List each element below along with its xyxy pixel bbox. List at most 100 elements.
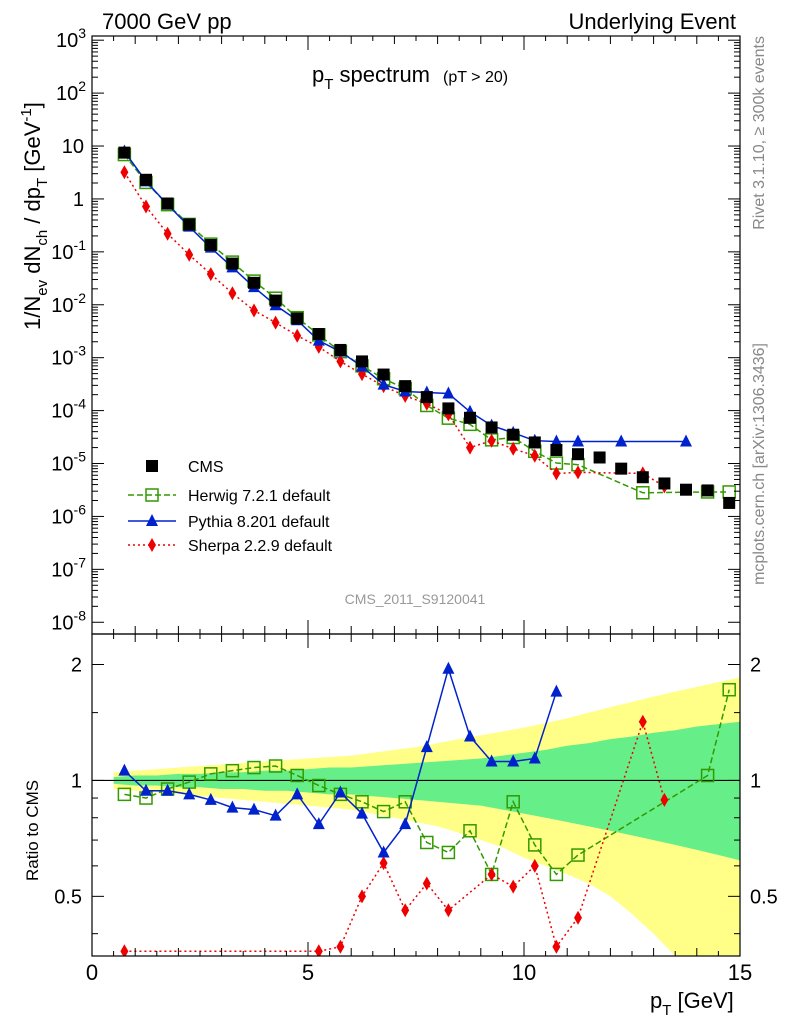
ratio-y-tick-label: 0.5 xyxy=(750,886,778,908)
pythia-ratio-point xyxy=(464,729,476,742)
y-tick-label: 10-7 xyxy=(51,554,86,581)
herwig-ratio-point xyxy=(722,682,736,697)
cms-point xyxy=(334,343,347,356)
cms-point xyxy=(226,257,239,270)
pythia-ratio-point xyxy=(507,754,520,767)
herwig-ratio-point xyxy=(441,845,456,860)
cms-point xyxy=(399,380,412,393)
cms-point xyxy=(615,462,628,475)
pythia-point xyxy=(572,434,584,447)
sherpa-point xyxy=(574,465,582,480)
legend-marker xyxy=(146,514,158,526)
sherpa-ratio-point xyxy=(509,879,518,894)
pythia-ratio-point xyxy=(183,787,196,800)
pythia-point xyxy=(615,434,628,447)
pythia-ratio-point xyxy=(140,783,152,796)
cms-point xyxy=(464,411,476,424)
pythia-ratio-point xyxy=(312,817,325,830)
sherpa-point xyxy=(466,440,474,455)
header-left: 7000 GeV pp xyxy=(102,9,232,34)
cms-point xyxy=(140,173,152,186)
spectrum-panel xyxy=(117,144,736,509)
y-tick-label: 1 xyxy=(73,189,84,211)
cms-point xyxy=(118,146,131,159)
ratio-y-tick-label: 2 xyxy=(71,654,82,676)
herwig-ratio-point xyxy=(376,804,391,819)
herwig-ratio-point xyxy=(225,763,240,778)
sherpa-point xyxy=(271,315,280,330)
y-tick-label: 10-5 xyxy=(51,449,86,476)
sherpa-point xyxy=(120,165,129,180)
chart-title-suffix: (pT > 20) xyxy=(443,69,508,86)
sherpa-ratio-point xyxy=(530,858,539,873)
cms-point xyxy=(528,436,541,449)
pythia-point xyxy=(442,386,455,399)
herwig-ratio-point xyxy=(204,767,218,781)
cms-point xyxy=(485,421,498,434)
ratio-y-tick-label: 0.5 xyxy=(54,886,82,908)
y-tick-label: 10 xyxy=(62,136,84,158)
x-tick-label: 5 xyxy=(302,960,314,985)
pythia-point xyxy=(680,434,692,447)
cms-point xyxy=(507,428,520,441)
sherpa-ratio-point xyxy=(358,889,366,904)
svg-text:pT [GeV]: pT [GeV] xyxy=(650,988,734,1019)
sherpa-ratio-point xyxy=(487,867,496,882)
sherpa-ratio-point xyxy=(552,939,561,954)
herwig-ratio-point xyxy=(312,778,326,793)
pythia-ratio-point xyxy=(118,763,131,776)
x-tick-label: 15 xyxy=(728,960,752,985)
y-tick-label: 10-8 xyxy=(51,607,86,634)
ratio-y-tick-label: 1 xyxy=(750,770,761,792)
cms-point xyxy=(269,294,282,307)
y-axis-label-bottom: Ratio to CMS xyxy=(23,780,42,881)
herwig-ratio-point xyxy=(549,867,564,882)
pythia-ratio-point xyxy=(248,802,260,815)
cms-point xyxy=(593,451,606,464)
legend-marker xyxy=(146,460,158,472)
cms-point xyxy=(680,483,692,496)
sherpa-point xyxy=(293,328,302,343)
x-axis-label: pT [GeV] xyxy=(650,988,734,1019)
pythia-ratio-point xyxy=(399,817,412,830)
legend-marker xyxy=(145,488,159,502)
sherpa-point xyxy=(530,448,539,463)
herwig-ratio-point xyxy=(290,768,304,783)
x-tick-label: 10 xyxy=(512,960,536,985)
herwig-ratio-point xyxy=(117,787,132,802)
sherpa-ratio-point xyxy=(401,903,410,918)
sherpa-ratio-point xyxy=(120,944,129,956)
cms-point xyxy=(420,391,433,404)
cms-point xyxy=(572,448,584,461)
cms-point xyxy=(183,218,196,231)
rivet-side-label: Rivet 3.1.10, ≥ 300k events xyxy=(751,36,768,230)
herwig-ratio-point xyxy=(420,835,434,850)
pythia-ratio-point xyxy=(269,808,282,821)
legend-label: Herwig 7.2.1 default xyxy=(188,488,331,505)
pythia-ratio-point xyxy=(528,751,541,764)
cms-point xyxy=(248,276,260,289)
y-tick-label: 10-4 xyxy=(51,396,86,423)
sherpa-line xyxy=(123,171,665,488)
herwig-ratio-point xyxy=(571,848,585,862)
cms-point xyxy=(550,444,563,457)
ratio-y-tick-label: 2 xyxy=(750,654,761,676)
uncertainty-band-inner xyxy=(113,721,741,861)
legend-marker xyxy=(148,538,156,552)
cms-point xyxy=(291,312,304,325)
y-tick-label: 102 xyxy=(56,78,86,105)
y-tick-label: 10-1 xyxy=(51,237,86,264)
chart-title: pT spectrum (pT > 20) xyxy=(312,62,508,93)
pythia-ratio-point xyxy=(204,792,217,805)
pythia-ratio-point xyxy=(377,845,390,858)
sherpa-ratio-point xyxy=(422,876,431,891)
sherpa-ratio-point xyxy=(336,939,345,954)
cms-point xyxy=(442,402,455,415)
sherpa-point xyxy=(250,303,258,318)
herwig-ratio-point xyxy=(528,838,542,852)
y-tick-label: 103 xyxy=(56,25,86,52)
ratio-panel xyxy=(92,661,741,956)
sherpa-point xyxy=(206,267,215,282)
cms-point xyxy=(161,197,174,210)
herwig-point xyxy=(636,486,650,500)
